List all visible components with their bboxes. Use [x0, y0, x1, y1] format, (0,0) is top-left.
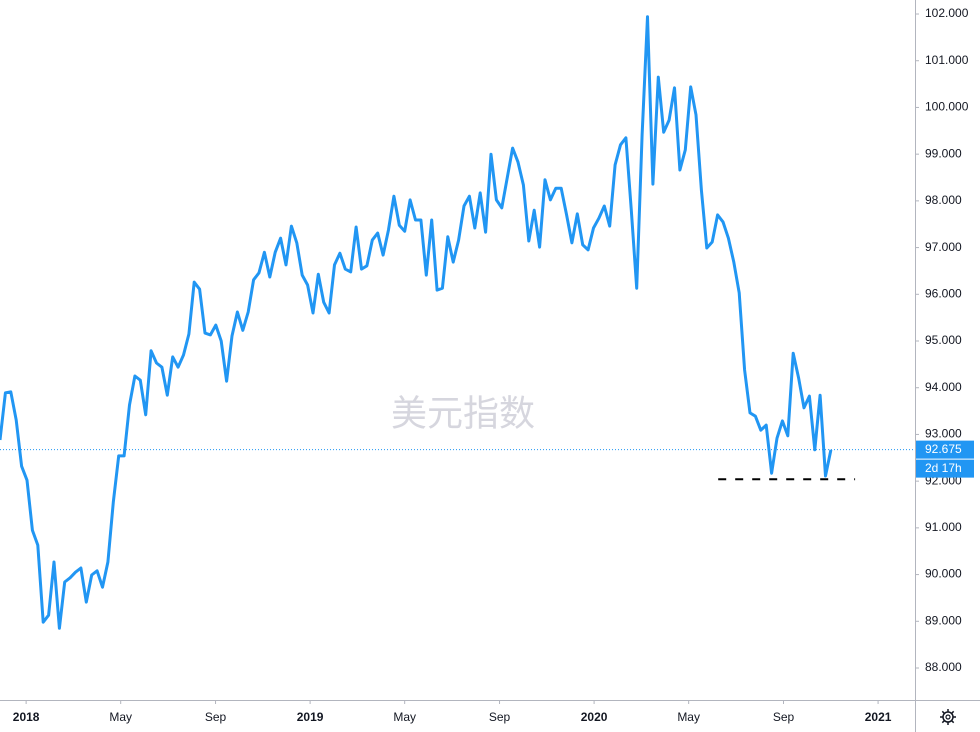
price-line [0, 15, 833, 630]
x-tick-label: Sep [489, 710, 511, 724]
y-tick-label: 99.000 [925, 146, 962, 160]
y-tick-label: 96.000 [925, 286, 962, 300]
y-tick-label: 100.000 [925, 100, 969, 114]
y-tick-label: 93.000 [925, 427, 962, 441]
y-tick-label: 98.000 [925, 193, 962, 207]
x-tick-label: Sep [773, 710, 795, 724]
x-tick-label: May [109, 710, 132, 724]
x-tick-label: 2018 [13, 710, 40, 724]
y-tick-label: 90.000 [925, 567, 962, 581]
countdown-box [916, 459, 974, 478]
y-tick-label: 91.000 [925, 520, 962, 534]
x-tick-label: May [393, 710, 416, 724]
y-tick-label: 94.000 [925, 380, 962, 394]
last-price-label: 92.675 [925, 442, 962, 456]
settings-icon[interactable] [940, 709, 956, 725]
x-tick-label: Sep [205, 710, 227, 724]
y-tick-label: 101.000 [925, 53, 969, 67]
x-tick-label: 2020 [581, 710, 608, 724]
countdown-label: 2d 17h [925, 461, 962, 475]
gear-teeth [940, 709, 956, 725]
last-price-box [916, 440, 974, 459]
y-tick-label: 88.000 [925, 660, 962, 674]
watermark: 美元指数 [391, 393, 535, 434]
x-tick-label: 2019 [297, 710, 324, 724]
y-tick-label: 102.000 [925, 6, 969, 20]
gear-hole [945, 714, 951, 720]
y-tick-label: 89.000 [925, 613, 962, 627]
x-tick-label: May [677, 710, 700, 724]
y-tick-label: 95.000 [925, 333, 962, 347]
y-tick-label: 97.000 [925, 240, 962, 254]
x-tick-label: 2021 [865, 710, 892, 724]
